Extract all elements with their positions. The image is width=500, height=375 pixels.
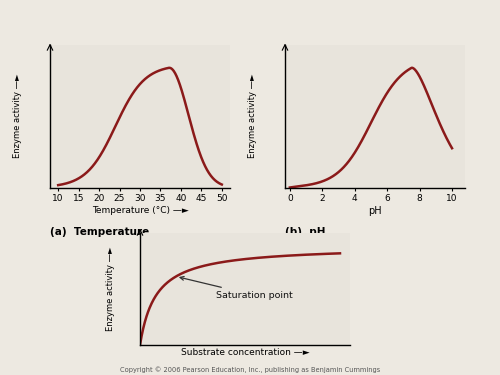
Text: (b)  pH: (b) pH bbox=[285, 227, 326, 237]
Text: Copyright © 2006 Pearson Education, Inc., publishing as Benjamin Cummings: Copyright © 2006 Pearson Education, Inc.… bbox=[120, 366, 380, 373]
Text: Saturation point: Saturation point bbox=[180, 276, 293, 300]
X-axis label: pH: pH bbox=[368, 206, 382, 216]
Text: Enzyme activity —►: Enzyme activity —► bbox=[248, 74, 257, 159]
X-axis label: Substrate concentration —►: Substrate concentration —► bbox=[180, 348, 310, 357]
Text: (a)  Temperature: (a) Temperature bbox=[50, 227, 149, 237]
Text: Enzyme activity —►: Enzyme activity —► bbox=[13, 74, 22, 159]
Text: Enzyme activity —►: Enzyme activity —► bbox=[106, 246, 115, 331]
X-axis label: Temperature (°C) —►: Temperature (°C) —► bbox=[92, 206, 188, 214]
